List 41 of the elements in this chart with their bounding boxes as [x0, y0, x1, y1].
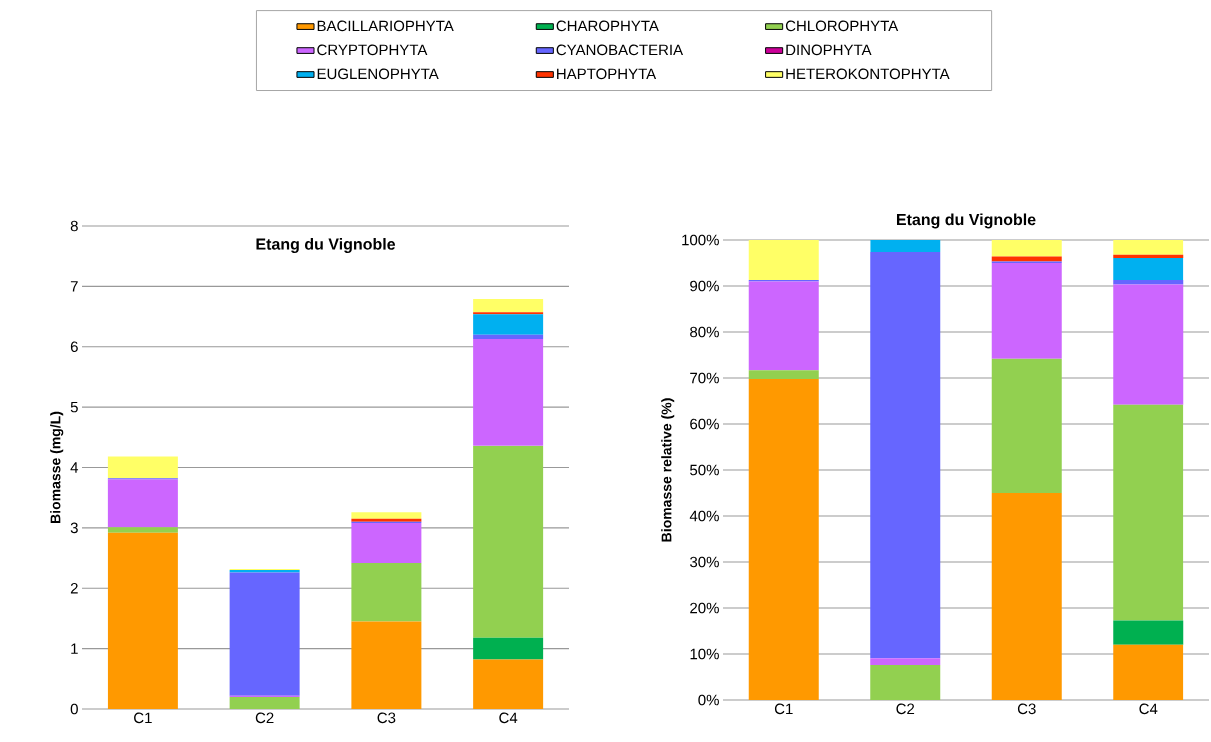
y-tick-label: 0 — [70, 703, 78, 715]
y-tick-label: 90% — [690, 280, 719, 292]
x-tick-label: C2 — [255, 712, 274, 724]
y-tick-label: 70% — [690, 372, 719, 384]
x-tick-label: C3 — [377, 712, 396, 724]
legend-label: BACILLARIOPHYTA — [317, 20, 454, 32]
x-tick-label: C4 — [499, 712, 518, 724]
legend-label: CHLOROPHYTA — [785, 20, 899, 32]
y-tick-label: 30% — [690, 556, 719, 568]
x-tick-label: C1 — [134, 712, 152, 724]
y-tick-label: 50% — [690, 464, 719, 476]
y-tick-label: 10% — [690, 648, 719, 660]
legend-label: HAPTOPHYTA — [557, 68, 657, 80]
y-tick-label: 20% — [690, 602, 719, 614]
y-tick-label: 40% — [689, 510, 719, 522]
x-tick-label: C3 — [1017, 703, 1036, 715]
y-axis-title: Biomasse (mg/L) — [50, 411, 64, 523]
legend-label: CRYPTOPHYTA — [317, 44, 428, 56]
y-tick-label: 80% — [690, 326, 719, 338]
legend-label: CYANOBACTERIA — [556, 44, 684, 56]
y-axis-title: Biomasse relative (%) — [661, 398, 675, 542]
y-tick-label: 1 — [71, 643, 78, 654]
y-tick-label: 7 — [70, 281, 78, 292]
x-tick-label: C1 — [774, 703, 793, 715]
legend-label: HETEROKONTOPHYTA — [786, 68, 950, 80]
x-tick-label: C2 — [896, 703, 915, 715]
legend-label: EUGLENOPHYTA — [317, 68, 439, 80]
y-tick-label: 0% — [698, 694, 719, 706]
y-tick-label: 4 — [70, 462, 79, 473]
y-tick-label: 2 — [70, 583, 78, 594]
legend-label: DINOPHYTA — [786, 44, 872, 56]
chart-title: Etang du Vignoble — [896, 213, 1036, 229]
x-tick-label: C4 — [1139, 703, 1158, 715]
y-tick-label: 60% — [690, 418, 719, 430]
y-tick-label: 6 — [70, 341, 78, 353]
y-tick-label: 3 — [70, 522, 78, 534]
y-tick-label: 8 — [70, 220, 78, 232]
text: Etang du Vignoble — [256, 238, 396, 253]
legend-label: CHAROPHYTA — [556, 20, 659, 32]
y-tick-label: 5 — [70, 401, 78, 413]
y-tick-label: 100% — [682, 234, 719, 246]
